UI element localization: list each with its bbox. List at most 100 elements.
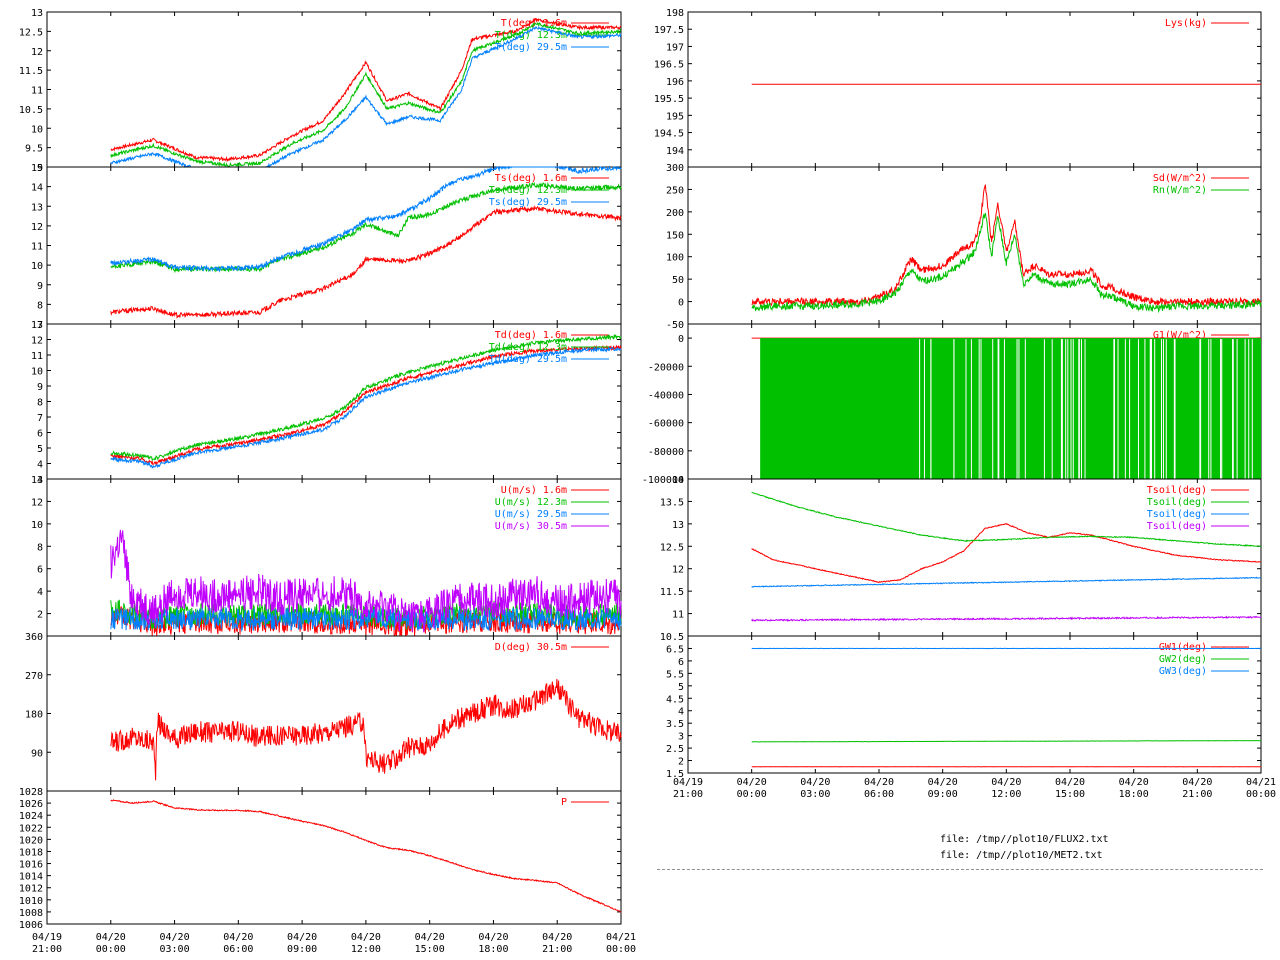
x-tick-label-date: 04/20 <box>96 932 126 943</box>
series-line-blue <box>110 346 622 469</box>
x-tick-label-date: 04/19 <box>673 777 703 788</box>
y-tick-label: 15 <box>31 163 43 174</box>
series-line-magenta <box>110 529 622 633</box>
y-tick-label: 50 <box>672 275 684 286</box>
y-tick-label: 9.5 <box>25 144 43 155</box>
y-tick-label: 195.5 <box>654 94 684 105</box>
plot-frame <box>687 635 1262 774</box>
series-line-green <box>751 491 1262 548</box>
series-line-red <box>110 344 622 466</box>
y-tick-label: 197 <box>666 42 684 53</box>
y-tick-label: 1010 <box>19 896 43 907</box>
x-tick-label-time: 06:00 <box>223 944 253 955</box>
y-tick-label: 5.5 <box>666 669 684 680</box>
y-tick-label: 194 <box>666 146 684 157</box>
y-tick-label: 197.5 <box>654 25 684 36</box>
series-line-red <box>110 17 622 163</box>
y-tick-label: 5 <box>678 682 684 693</box>
series-line-red <box>751 523 1261 584</box>
legend-label: Td(deg) 12.3m <box>489 342 567 353</box>
y-tick-label: 8 <box>37 398 43 409</box>
y-tick-label: -80000 <box>648 447 684 458</box>
y-tick-label: 1022 <box>19 823 43 834</box>
y-tick-label: 196 <box>666 77 684 88</box>
y-tick-label: 6 <box>37 429 43 440</box>
y-tick-label: 12.5 <box>660 542 684 553</box>
x-tick-label-date: 04/20 <box>415 932 445 943</box>
y-tick-label: 4.5 <box>666 694 684 705</box>
y-tick-label: 11 <box>31 86 43 97</box>
chart-panel-GW: 1.52 2.53 3.54 4.55 5.56 6.5 GW1(deg)GW2(deg)G… <box>666 635 1262 780</box>
series-line-green <box>110 599 622 631</box>
x-tick-label-date: 04/20 <box>478 932 508 943</box>
x-tick-label-time: 21:00 <box>1182 789 1212 800</box>
legend-label: U(m/s) 29.5m <box>495 509 567 520</box>
y-tick-label: 12 <box>31 336 43 347</box>
y-tick-label: 13 <box>31 8 43 19</box>
y-tick-label: 9 <box>37 163 43 174</box>
x-tick-label-time: 09:00 <box>287 944 317 955</box>
legend-label: GW1(deg) <box>1159 642 1207 653</box>
separator-line <box>657 869 1263 870</box>
plot-frame <box>46 790 622 925</box>
x-tick-label-date: 04/20 <box>223 932 253 943</box>
y-tick-label: 4 <box>678 707 684 718</box>
x-tick-label-date: 04/20 <box>928 777 958 788</box>
y-tick-label: 360 <box>25 632 43 643</box>
x-tick-label-date: 04/20 <box>160 932 190 943</box>
x-tick-label-date: 04/20 <box>800 777 830 788</box>
x-tick-label-date: 04/20 <box>991 777 1021 788</box>
legend-label: GW2(deg) <box>1159 654 1207 665</box>
y-tick-label: 250 <box>666 185 684 196</box>
y-tick-label: 10 <box>31 520 43 531</box>
x-tick-label-date: 04/20 <box>1119 777 1149 788</box>
y-tick-label: 10 <box>31 261 43 272</box>
y-tick-label: 9 <box>37 382 43 393</box>
y-tick-label: 10 <box>31 367 43 378</box>
legend-label: Ts(deg) 1.6m <box>495 173 567 184</box>
y-tick-label: 180 <box>25 710 43 721</box>
y-tick-label: 196.5 <box>654 60 684 71</box>
y-tick-label: 2.5 <box>666 744 684 755</box>
y-tick-label: 4 <box>37 587 43 598</box>
y-tick-label: 195 <box>666 111 684 122</box>
series-line-red <box>110 678 622 781</box>
chart-panel-Sd: -50 0 50 100 150 200 250 300 Sd(W/m^2)Rn(W/m^2) <box>666 163 1262 331</box>
series-line-red <box>110 799 622 913</box>
y-tick-label: 8 <box>37 542 43 553</box>
y-tick-label: 3 <box>37 475 43 486</box>
y-tick-label: 5 <box>37 444 43 455</box>
x-tick-label-date: 04/20 <box>864 777 894 788</box>
legend-label: Rn(W/m^2) <box>1153 185 1207 196</box>
x-tick-label-time: 09:00 <box>928 789 958 800</box>
legend-label: D(deg) 30.5m <box>495 642 567 653</box>
y-tick-label: 11 <box>672 610 684 621</box>
y-tick-label: 6.5 <box>666 644 684 655</box>
legend-label: Lys(kg) <box>1165 18 1207 29</box>
y-tick-label: 13 <box>672 520 684 531</box>
y-tick-label: 14 <box>31 183 43 194</box>
y-tick-label: 12 <box>31 497 43 508</box>
series-line-blue <box>751 576 1262 588</box>
x-tick-label-time: 12:00 <box>991 789 1021 800</box>
y-tick-label: 11 <box>31 351 43 362</box>
y-tick-label: 1020 <box>19 835 43 846</box>
y-tick-label: 1008 <box>19 908 43 919</box>
y-tick-label: -100000 <box>642 475 684 486</box>
y-tick-label: 12 <box>31 222 43 233</box>
y-tick-label: 1028 <box>19 787 43 798</box>
x-tick-label-date: 04/20 <box>351 932 381 943</box>
x-tick-label-time: 21:00 <box>542 944 572 955</box>
x-tick-label-date: 04/19 <box>32 932 62 943</box>
y-tick-label: 1024 <box>19 811 43 822</box>
legend-label: Tsoil(deg) <box>1147 509 1207 520</box>
legend-label: GW3(deg) <box>1159 666 1207 677</box>
y-tick-label: 270 <box>25 671 43 682</box>
x-tick-label-date: 04/20 <box>542 932 572 943</box>
y-tick-label: 6 <box>678 657 684 668</box>
y-tick-label: 12.5 <box>19 27 43 38</box>
x-tick-label-date: 04/21 <box>606 932 636 943</box>
y-tick-label: 13 <box>31 320 43 331</box>
